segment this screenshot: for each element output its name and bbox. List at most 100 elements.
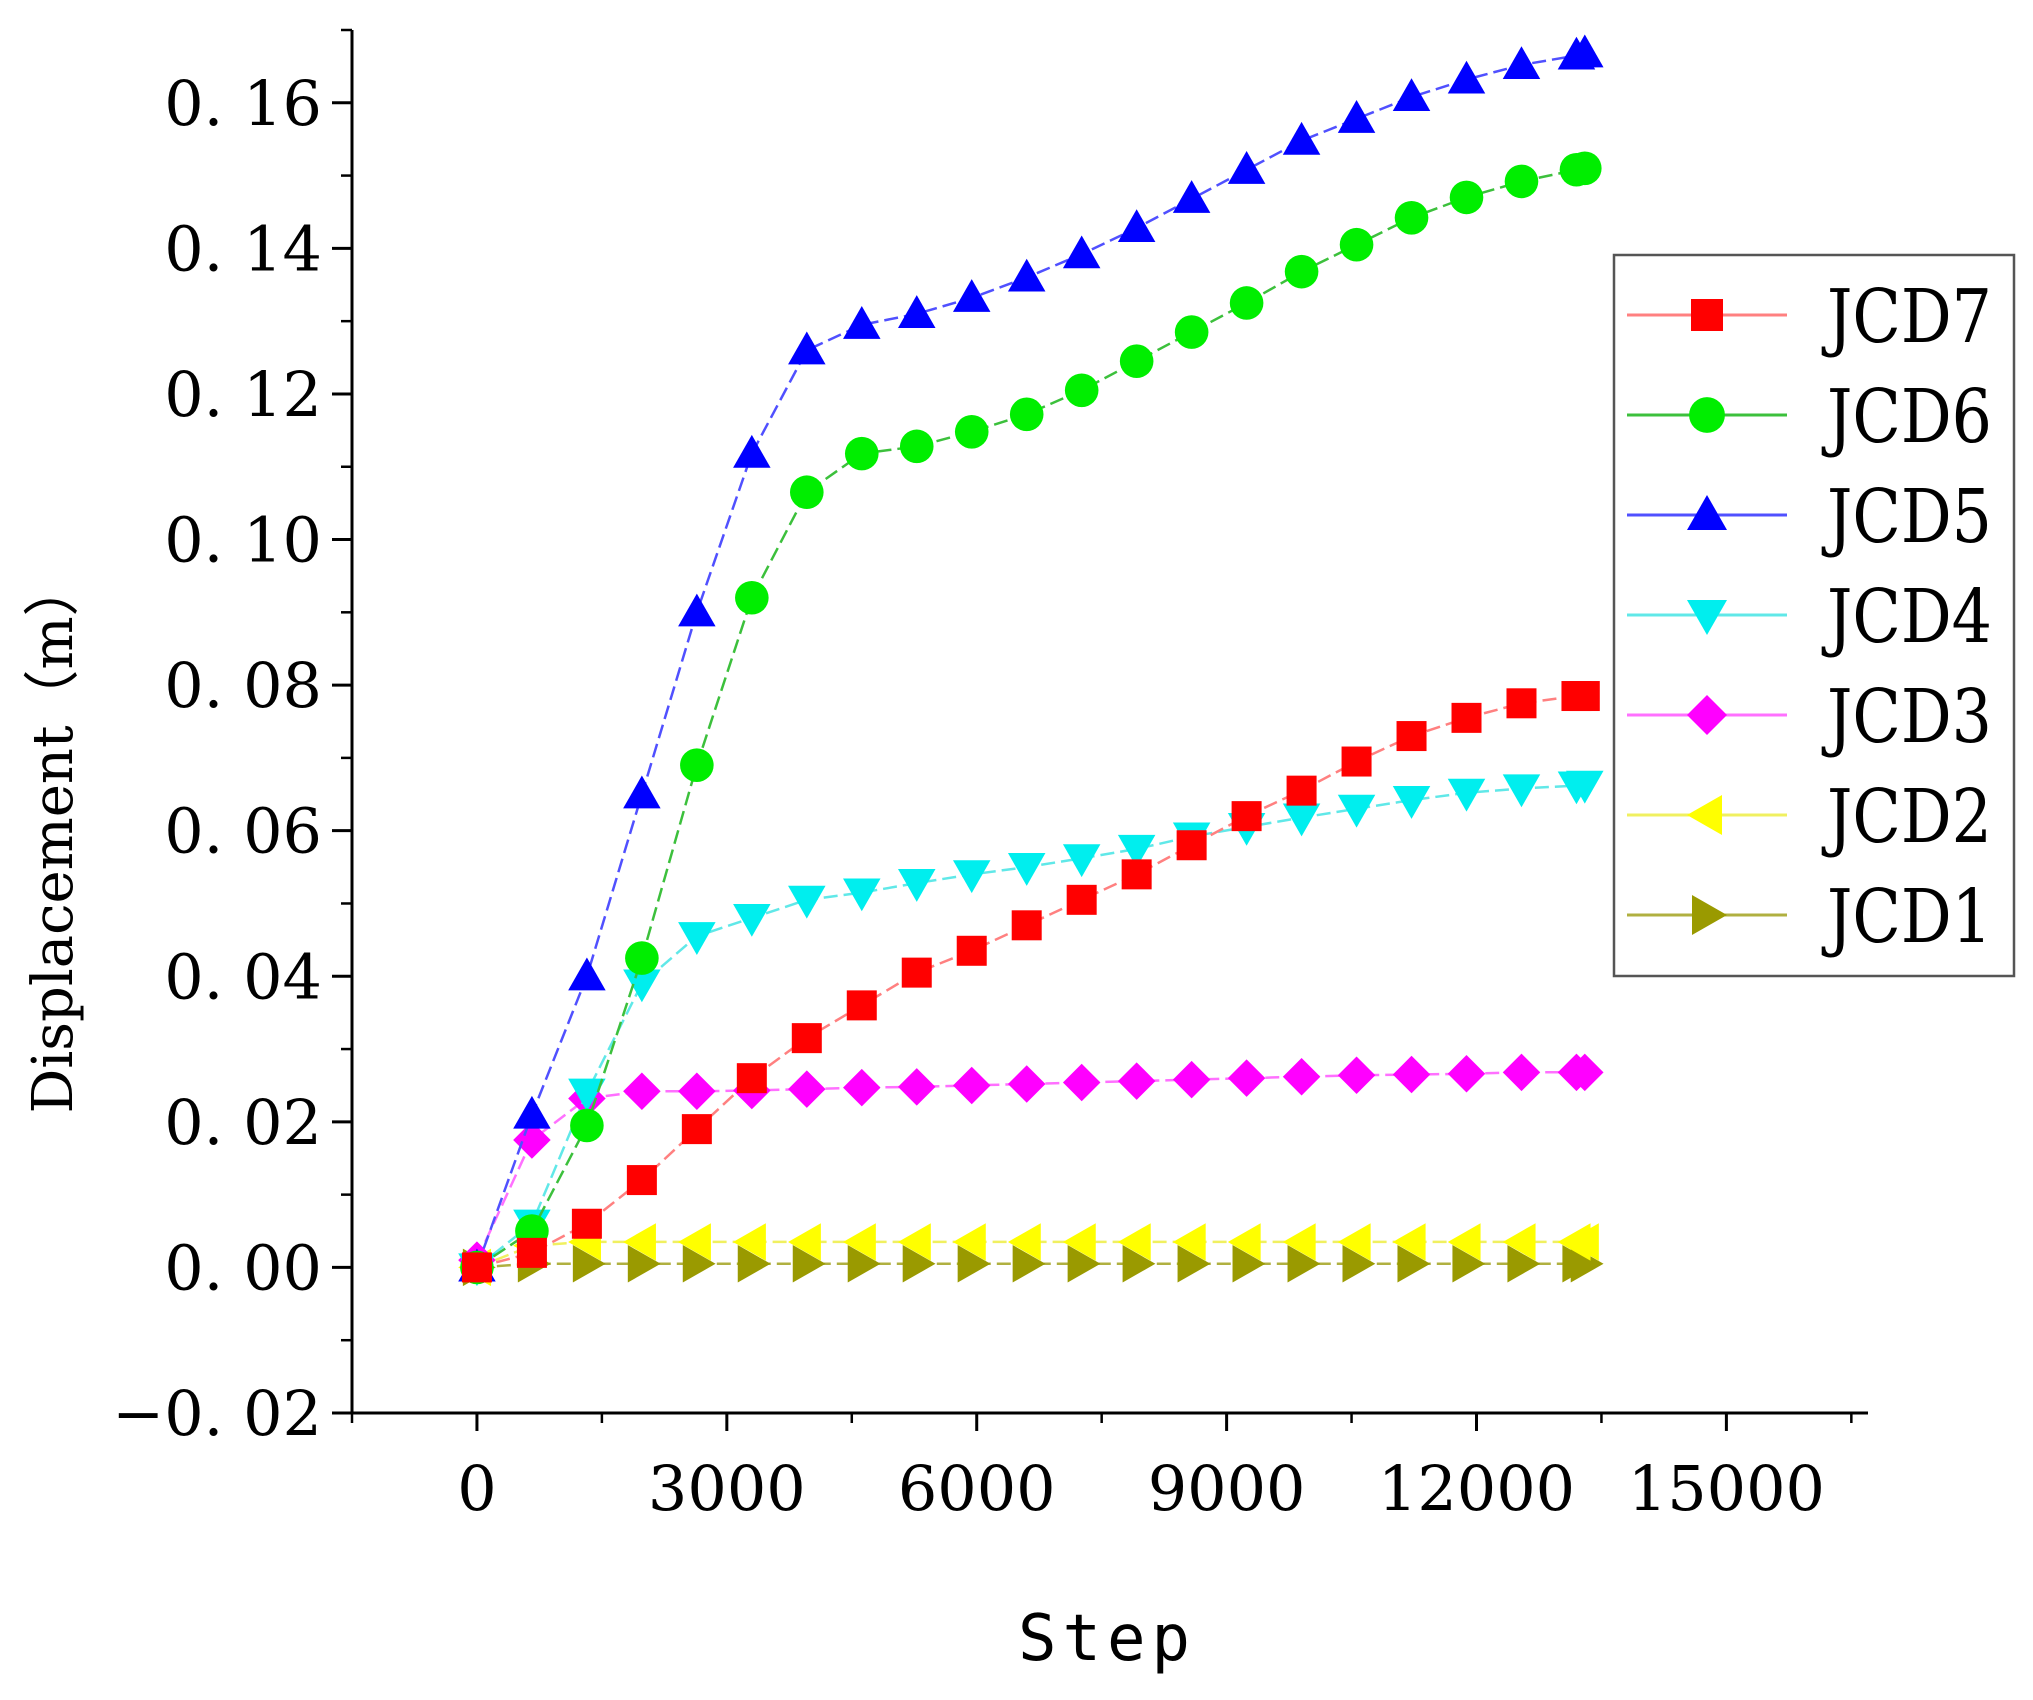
data-point-jcd2 — [1566, 1223, 1599, 1261]
data-point-jcd2 — [678, 1223, 711, 1261]
data-point-jcd5 — [678, 593, 716, 627]
data-point-jcd6 — [1119, 344, 1154, 378]
data-point-jcd1 — [572, 1245, 606, 1283]
data-point-jcd6 — [1449, 180, 1484, 215]
series-line-jcd5 — [475, 52, 1586, 1268]
data-point-jcd7 — [1451, 702, 1482, 733]
series-line-jcd2 — [476, 1240, 1585, 1269]
data-point-jcd6 — [1284, 254, 1319, 289]
legend-marker-jcd5 — [1687, 495, 1727, 530]
data-point-jcd7 — [1341, 746, 1372, 777]
data-point-jcd5 — [1227, 151, 1266, 184]
data-point-jcd3 — [898, 1068, 936, 1106]
data-point-jcd4 — [568, 1078, 606, 1112]
data-point-jcd1 — [682, 1245, 716, 1283]
data-point-jcd5 — [513, 1095, 551, 1129]
legend-label: JCD7 — [1821, 274, 1992, 360]
data-point-jcd4 — [952, 860, 991, 894]
data-point-jcd2 — [733, 1223, 766, 1261]
data-point-jcd6 — [954, 414, 989, 449]
data-point-jcd6 — [1174, 315, 1209, 349]
data-point-jcd1 — [1067, 1245, 1101, 1283]
data-point-jcd3 — [1392, 1055, 1431, 1094]
data-point-jcd5 — [1282, 121, 1321, 155]
data-point-jcd6 — [899, 429, 934, 464]
x-tick-label: 12000 — [1378, 1452, 1575, 1525]
data-point-jcd4 — [733, 903, 771, 937]
data-point-jcd2 — [898, 1223, 931, 1261]
data-point-jcd1 — [1232, 1245, 1266, 1283]
data-point-jcd3 — [952, 1066, 991, 1105]
y-tick-label: 0. 06 — [164, 795, 322, 868]
data-point-jcd5 — [568, 957, 606, 991]
data-point-jcd3 — [1566, 1053, 1604, 1092]
data-point-jcd5 — [1337, 100, 1376, 133]
legend-label: JCD2 — [1821, 774, 1992, 860]
data-point-jcd5 — [1062, 235, 1101, 269]
data-point-jcd2 — [952, 1223, 986, 1261]
data-point-jcd2 — [1337, 1223, 1371, 1261]
data-point-jcd2 — [1117, 1223, 1151, 1261]
axes-layer: −0. 02 0. 00 0. 02 0. 04 0. 06 0. 08 0. 10 0. 1… — [112, 28, 1868, 1525]
data-point-jcd3 — [1227, 1059, 1266, 1097]
data-point-jcd4 — [1062, 844, 1101, 878]
data-point-jcd7 — [1231, 801, 1262, 832]
y-tick-label: 0. 14 — [164, 212, 322, 285]
data-point-jcd7 — [1396, 721, 1427, 752]
data-point-jcd1 — [737, 1245, 771, 1283]
legend-item-jcd4: JCD4 — [1627, 574, 1992, 660]
data-point-jcd4 — [1502, 774, 1541, 808]
data-point-jcd7 — [1011, 910, 1042, 941]
data-point-jcd2 — [788, 1223, 821, 1261]
data-point-jcd7 — [571, 1208, 602, 1239]
x-tick-label: 0 — [457, 1452, 496, 1525]
data-point-jcd7 — [461, 1252, 492, 1283]
data-point-jcd1 — [1507, 1245, 1541, 1283]
data-point-jcd2 — [1447, 1223, 1481, 1261]
y-tick-label: 0. 10 — [164, 504, 322, 577]
data-point-jcd4 — [1447, 778, 1486, 812]
data-point-jcd3 — [1447, 1055, 1486, 1093]
data-point-jcd5 — [1392, 78, 1431, 112]
data-point-jcd3 — [1337, 1056, 1376, 1095]
data-point-jcd2 — [843, 1223, 876, 1261]
data-point-jcd4 — [1566, 770, 1604, 804]
legend-item-jcd5: JCD5 — [1627, 474, 1992, 560]
series-layer — [458, 34, 1604, 1287]
data-point-jcd6 — [1339, 227, 1374, 262]
series-jcd1 — [462, 1245, 1604, 1287]
y-tick-label: 0. 02 — [164, 1086, 322, 1159]
series-line-jcd4 — [476, 783, 1585, 1269]
data-point-jcd3 — [1007, 1065, 1046, 1103]
data-point-jcd2 — [1502, 1223, 1536, 1261]
data-point-jcd1 — [1177, 1245, 1211, 1283]
data-point-jcd5 — [1447, 60, 1486, 94]
y-tick-label: 0. 08 — [164, 649, 322, 722]
data-point-jcd1 — [902, 1245, 936, 1283]
legend-marker-jcd4 — [1687, 600, 1727, 635]
data-point-jcd3 — [1172, 1060, 1211, 1099]
data-point-jcd2 — [1392, 1223, 1426, 1261]
data-point-jcd6 — [790, 475, 824, 510]
data-point-jcd3 — [678, 1072, 716, 1111]
legend-item-jcd2: JCD2 — [1627, 774, 1992, 860]
x-tick-label: 15000 — [1628, 1452, 1825, 1525]
data-point-jcd6 — [1567, 151, 1602, 186]
y-tick-label: 0. 00 — [164, 1231, 322, 1304]
legend-item-jcd3: JCD3 — [1627, 674, 1992, 760]
data-point-jcd2 — [1062, 1223, 1096, 1261]
series-line-jcd3 — [475, 1071, 1585, 1261]
legend-marker-jcd3 — [1687, 695, 1727, 735]
data-point-jcd1 — [1342, 1245, 1376, 1283]
data-point-jcd5 — [898, 295, 936, 328]
data-point-jcd6 — [1009, 397, 1044, 432]
data-point-jcd5 — [843, 306, 881, 339]
data-point-jcd6 — [735, 580, 769, 615]
x-tick-label: 6000 — [898, 1452, 1056, 1525]
data-point-jcd5 — [1117, 209, 1156, 243]
y-tick-label: 0. 04 — [164, 940, 322, 1013]
data-point-jcd1 — [1570, 1245, 1604, 1283]
data-point-jcd3 — [513, 1121, 551, 1159]
data-point-jcd2 — [1007, 1223, 1041, 1261]
data-point-jcd4 — [1337, 794, 1376, 828]
